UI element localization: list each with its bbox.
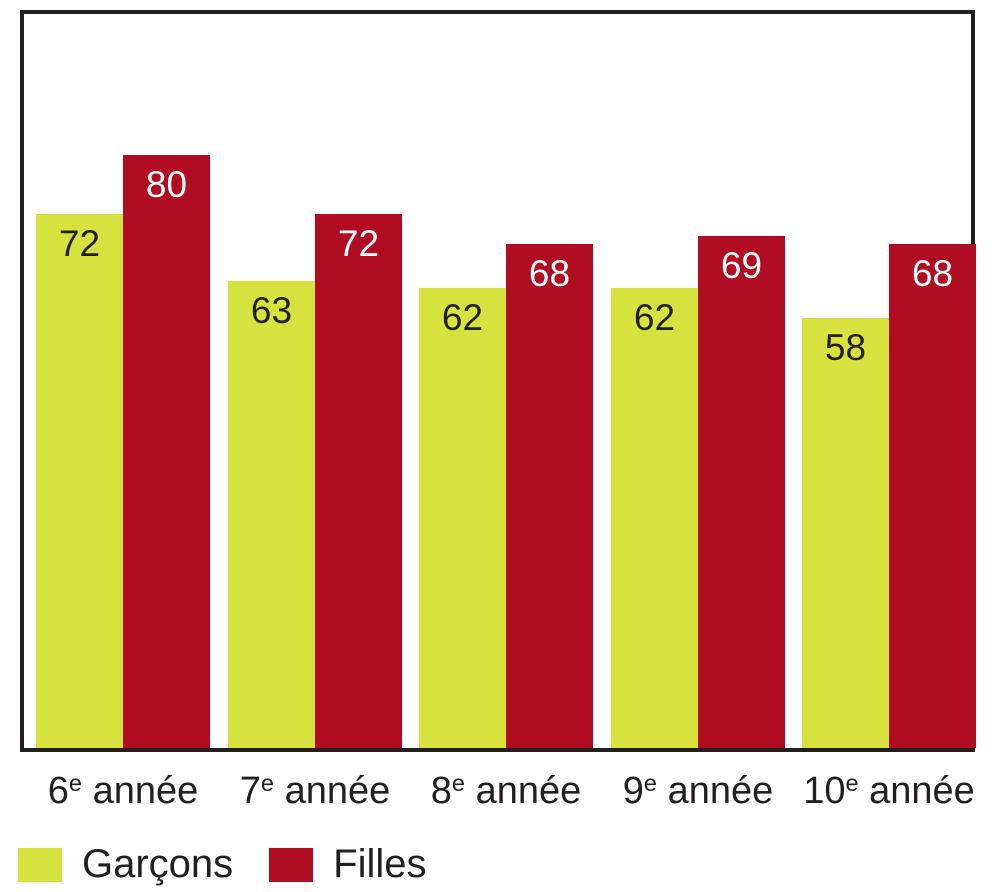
legend-item-filles: Filles [269, 842, 427, 887]
legend-swatch-filles [269, 847, 314, 882]
x-axis-label: 6e année [47, 770, 199, 812]
legend-label-garcons: Garçons [82, 842, 234, 886]
bar-filles-6e: 80 [123, 155, 210, 748]
legend-swatch-garcons [18, 847, 62, 882]
plot-area: 72 80 63 72 62 68 62 69 58 68 [24, 14, 976, 748]
bar-value-label: 69 [720, 245, 763, 286]
bar-garcons-8e: 62 [419, 288, 506, 748]
legend-item-garcons: Garçons [18, 842, 233, 887]
plot-box: 72 80 63 72 62 68 62 69 58 68 [20, 10, 976, 752]
bar-filles-9e: 69 [698, 236, 785, 748]
bar-value-label: 72 [58, 223, 101, 264]
bar-value-label: 68 [911, 253, 954, 294]
x-axis-label: 7e année [239, 770, 391, 812]
x-axis-label: 9e année [622, 770, 774, 812]
bar-garcons-9e: 62 [611, 288, 698, 748]
bar-value-label: 62 [633, 297, 676, 338]
legend: Garçons Filles [18, 842, 427, 887]
bar-value-label: 68 [528, 253, 571, 294]
bar-garcons-7e: 63 [228, 281, 315, 748]
legend-label-filles: Filles [333, 842, 427, 886]
bar-value-label: 58 [824, 327, 867, 368]
bar-filles-8e: 68 [506, 244, 593, 748]
x-axis-label-superscript: e [643, 770, 658, 797]
bar-garcons-10e: 58 [802, 318, 889, 748]
x-axis-label-superscript: e [451, 770, 466, 797]
x-axis-label: 10e année [803, 770, 975, 812]
bar-garcons-6e: 72 [36, 214, 123, 748]
x-axis-label-superscript: e [68, 770, 83, 797]
bar-value-label: 63 [250, 290, 293, 331]
bar-filles-7e: 72 [315, 214, 402, 748]
x-axis-label: 8e année [430, 770, 582, 812]
bar-filles-10e: 68 [889, 244, 976, 748]
x-axis-labels: 6e année 7e année 8e année 9e année 10e anné… [24, 766, 975, 820]
bar-value-label: 72 [337, 223, 380, 264]
x-axis-label-superscript: e [260, 770, 275, 797]
x-axis-label-superscript: e [845, 770, 859, 797]
bar-value-label: 80 [145, 164, 188, 205]
bar-value-label: 62 [441, 297, 484, 338]
